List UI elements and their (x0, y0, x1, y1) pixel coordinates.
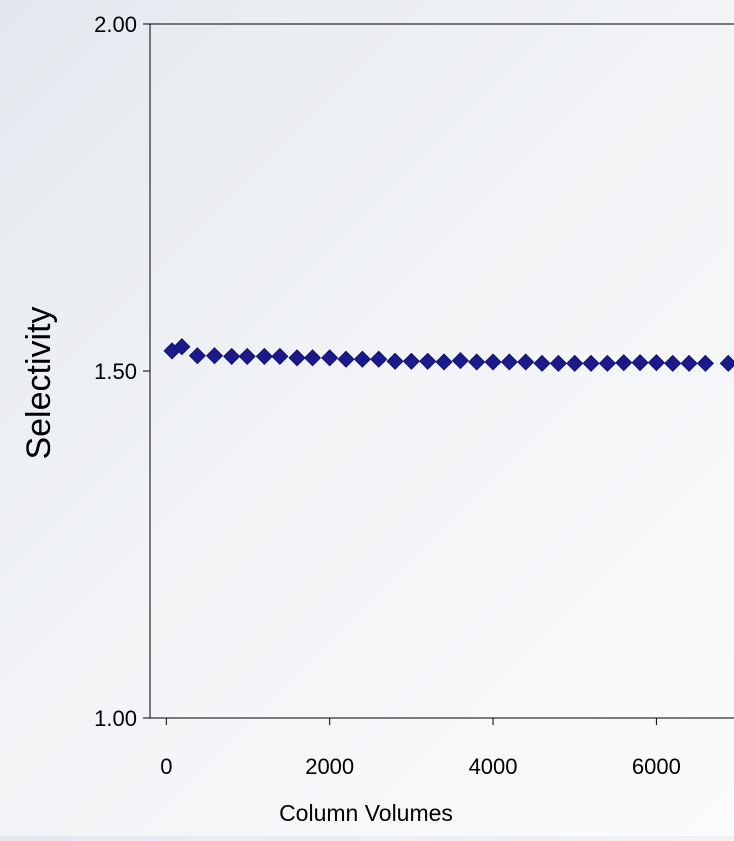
x-axis-label: Column Volumes (279, 800, 453, 826)
y-tick-label: 1.00 (94, 706, 137, 731)
data-point (173, 338, 191, 356)
data-point (223, 347, 241, 365)
data-point (238, 347, 256, 365)
y-tick-label: 1.50 (94, 359, 137, 384)
y-tick-label: 2.00 (94, 12, 137, 37)
data-point (696, 354, 714, 372)
data-point (370, 350, 388, 368)
data-point (271, 347, 289, 365)
data-point (549, 354, 567, 372)
data-point (386, 352, 404, 370)
data-point (664, 354, 682, 372)
data-point (566, 354, 584, 372)
data-point (288, 349, 306, 367)
data-point (468, 353, 486, 371)
data-point (533, 354, 551, 372)
x-tick-label: 4000 (469, 754, 518, 779)
x-tick-label: 0 (160, 754, 172, 779)
data-point (500, 353, 518, 371)
data-point (402, 352, 420, 370)
data-point (303, 349, 322, 367)
data-point (353, 350, 371, 368)
data-point (517, 353, 535, 371)
data-point (647, 354, 665, 372)
data-point (719, 354, 734, 372)
x-tick-label: 6000 (632, 754, 681, 779)
x-tick-label: 2000 (305, 754, 354, 779)
y-axis-label: Selectivity (20, 306, 58, 459)
data-point (598, 354, 616, 372)
data-point (337, 350, 355, 368)
data-point (435, 353, 453, 371)
data-point (321, 349, 339, 367)
data-point (615, 354, 633, 372)
data-point (451, 352, 469, 370)
data-point (484, 353, 502, 371)
data-point (631, 354, 649, 372)
data-point (582, 354, 600, 372)
data-point (205, 347, 224, 365)
data-point (255, 347, 273, 365)
data-point (680, 354, 698, 372)
data-point (419, 352, 437, 370)
data-point (188, 347, 206, 365)
